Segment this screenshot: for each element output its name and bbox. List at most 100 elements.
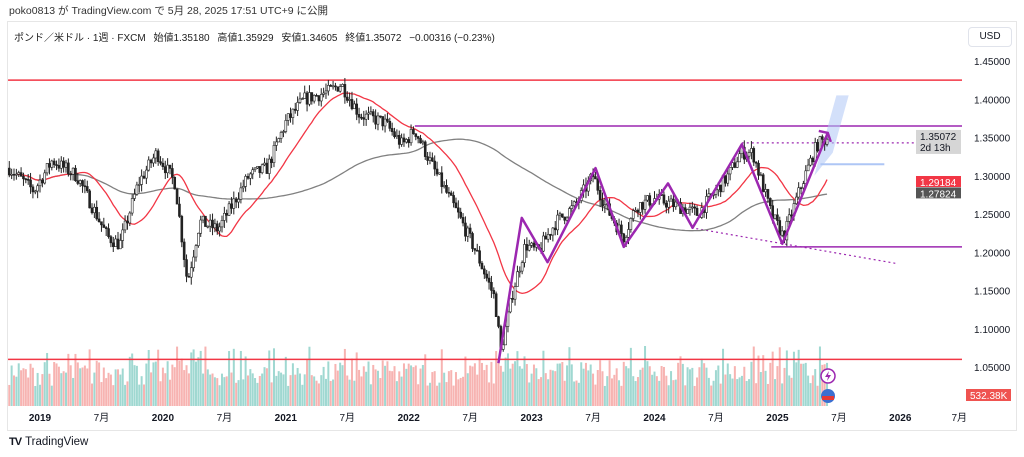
candle-body <box>194 245 198 258</box>
volume-bar <box>24 369 27 406</box>
candle-body <box>152 157 155 164</box>
currency-button[interactable]: USD <box>968 27 1012 47</box>
candle-body <box>64 162 68 168</box>
candle-body <box>17 172 21 175</box>
candle-body <box>33 190 37 193</box>
candle-body <box>107 228 110 237</box>
candle-body <box>163 166 167 174</box>
candle-body <box>182 241 186 260</box>
candle-body <box>38 179 42 187</box>
volume-bar <box>471 366 474 406</box>
candle-body <box>754 161 758 164</box>
volume-bar <box>717 365 720 406</box>
y-tick-label: 1.35000 <box>974 134 1011 145</box>
volume-bar <box>592 373 595 406</box>
ma-slow-label-bg <box>916 187 961 199</box>
ma-fast-label-bg <box>916 175 961 187</box>
volume-bar <box>795 362 798 406</box>
volume-bar <box>811 375 814 406</box>
candle-body <box>409 129 413 144</box>
volume-bar <box>497 361 500 406</box>
candle-body <box>565 217 569 221</box>
candle-body <box>208 219 212 227</box>
candle-body <box>156 150 160 162</box>
candle-body <box>527 245 531 251</box>
candle-body <box>471 233 474 249</box>
candle-body <box>121 229 125 241</box>
volume-bar <box>391 371 394 406</box>
candle-body <box>301 98 304 100</box>
volume-bar <box>506 353 509 406</box>
candle-body <box>201 215 205 221</box>
volume-bar <box>759 372 762 406</box>
volume-bar <box>667 385 670 406</box>
volume-bar <box>13 375 16 406</box>
volume-bar <box>209 374 212 406</box>
volume-bar <box>821 364 824 406</box>
candle-body <box>561 213 564 218</box>
candle-body <box>766 189 770 199</box>
volume-bar <box>610 378 613 406</box>
candle-body <box>662 194 666 204</box>
volume-bar <box>733 366 736 406</box>
volume-bar <box>168 379 171 406</box>
volume-bar <box>53 362 56 406</box>
candle-body <box>636 209 640 213</box>
volume-label-bg <box>966 389 1011 401</box>
candle-body <box>253 167 257 171</box>
x-tick-label: 2026 <box>889 413 912 424</box>
volume-bar <box>743 366 746 406</box>
candle-body <box>542 235 545 252</box>
volume-bar <box>603 385 606 406</box>
volume-bar <box>681 363 684 406</box>
volume-bar <box>802 363 805 406</box>
candle-body <box>397 134 401 145</box>
volume-bar <box>358 369 361 406</box>
volume-bar <box>620 385 623 406</box>
candle-body <box>416 136 420 139</box>
symbol-label: ポンド／米ドル · 1週 · FXCM <box>14 33 146 44</box>
volume-bar <box>114 369 117 406</box>
candle-body <box>393 131 396 138</box>
volume-bar <box>223 377 226 406</box>
volume-bar <box>653 371 656 406</box>
volume-bar <box>230 372 233 406</box>
candle-body <box>452 195 455 204</box>
volume-bar <box>454 372 457 406</box>
candle-body <box>672 198 675 208</box>
volume-bar <box>86 368 89 406</box>
volume-bar <box>384 365 387 406</box>
candle-body <box>438 172 441 175</box>
candle-body <box>93 206 96 214</box>
tv-logo-icon: TV <box>9 436 22 448</box>
ma-slow-label: 1.27824 <box>920 189 957 200</box>
volume-bar <box>705 367 708 406</box>
volume-bar <box>483 370 486 406</box>
volume-bar <box>587 370 590 406</box>
volume-bar <box>353 380 356 406</box>
candle-body <box>639 202 642 213</box>
candle-body <box>232 198 236 209</box>
candle-body <box>67 162 70 175</box>
x-tick-label: 2019 <box>29 413 52 424</box>
volume-bar <box>216 378 219 406</box>
volume-bar <box>438 382 441 406</box>
volume-bar <box>324 378 327 406</box>
volume-bar <box>10 365 13 406</box>
volume-bar <box>766 383 769 406</box>
volume-bar <box>556 363 559 406</box>
candle-body <box>445 185 448 193</box>
volume-bar <box>43 362 46 406</box>
candle-body <box>329 85 333 87</box>
volume-bar <box>608 360 611 406</box>
candle-body <box>379 115 382 118</box>
x-tick-label: 2025 <box>766 413 789 424</box>
candle-body <box>622 233 626 243</box>
candle-body <box>104 227 108 229</box>
volume-bar <box>102 367 105 406</box>
volume-bar <box>480 362 483 406</box>
volume-bar <box>677 362 680 406</box>
volume-bar <box>194 361 197 406</box>
volume-bar <box>76 362 79 406</box>
